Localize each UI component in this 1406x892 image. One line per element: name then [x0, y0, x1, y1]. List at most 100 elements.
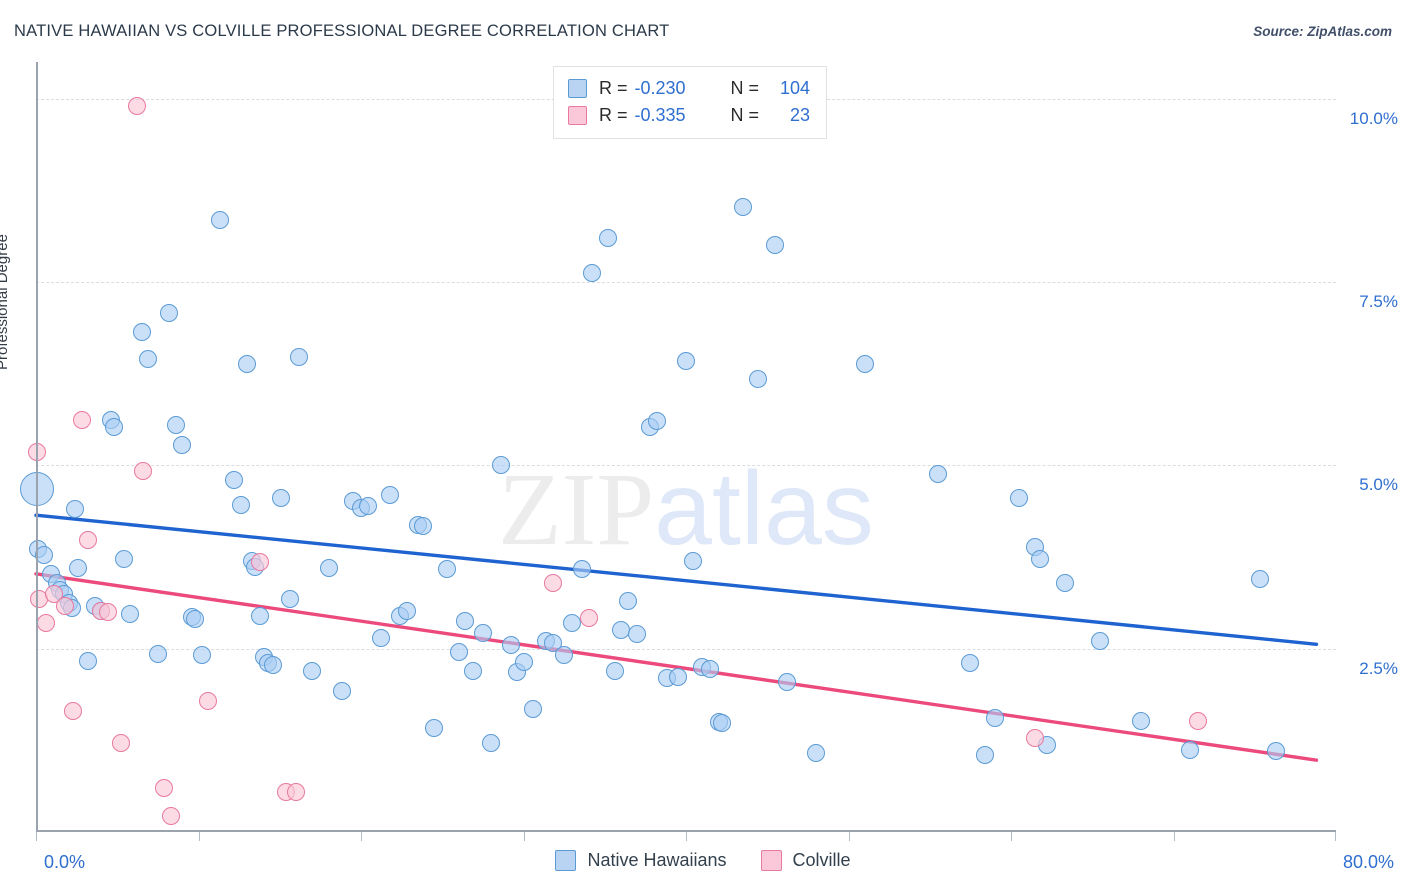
series-legend-item-native-hawaiians[interactable]: Native Hawaiians: [555, 850, 727, 871]
scatter-point: [456, 611, 474, 630]
scatter-point: [166, 416, 185, 434]
scatter-point: [1132, 711, 1150, 730]
scatter-point: [35, 545, 54, 564]
correlation-legend: R = -0.230 N = 104 R = -0.335 N = 23: [553, 66, 828, 139]
scatter-point: [438, 560, 457, 579]
scatter-point: [573, 560, 591, 579]
y-axis-line: [36, 62, 38, 832]
series-label-native-hawaiians: Native Hawaiians: [587, 850, 727, 870]
scatter-point: [225, 471, 244, 489]
scatter-point: [72, 410, 91, 429]
scatter-point: [114, 550, 133, 569]
scatter-point: [280, 589, 299, 608]
scatter-point: [272, 489, 291, 508]
plot-background: [36, 62, 1336, 832]
scatter-point: [79, 652, 97, 671]
scatter-point: [319, 559, 338, 577]
scatter-point: [683, 551, 702, 570]
scatter-point: [210, 210, 229, 229]
scatter-point: [1055, 573, 1074, 592]
scatter-point: [777, 672, 796, 691]
scatter-point: [491, 456, 510, 475]
scatter-point: [186, 610, 205, 629]
gridline: [36, 282, 1336, 283]
scatter-point: [66, 500, 84, 519]
scatter-point: [56, 597, 75, 616]
scatter-point: [413, 517, 432, 536]
legend-swatch-pink: [568, 106, 587, 125]
gridline: [36, 648, 1336, 650]
x-axis-tick: [36, 832, 38, 841]
scatter-point: [701, 660, 720, 679]
scatter-point: [251, 553, 270, 572]
scatter-point: [1026, 729, 1045, 748]
source-note: Source: ZipAtlas.com: [1253, 24, 1392, 39]
scatter-point: [668, 667, 687, 686]
scatter-point: [192, 645, 211, 664]
r-label-blue: R =: [599, 78, 628, 98]
r-value-pink: -0.335: [634, 105, 686, 125]
x-axis-tick: [523, 832, 525, 841]
scatter-point: [579, 608, 598, 627]
scatter-point: [464, 661, 483, 680]
trend-line-native-hawaiians: [34, 513, 1319, 646]
legend-swatch-blue: [568, 79, 587, 98]
scatter-point: [238, 355, 257, 374]
scatter-point: [134, 462, 153, 481]
n-value-pink: 23: [790, 105, 811, 125]
scatter-point: [397, 601, 416, 620]
trend-lines: [34, 513, 1319, 762]
series-swatch-colville: [760, 850, 782, 871]
scatter-point: [1188, 711, 1207, 730]
scatter-point: [139, 350, 158, 368]
scatter-point: [121, 605, 140, 624]
scatter-point: [1250, 570, 1269, 588]
scatter-point: [712, 714, 731, 733]
scatter-point: [111, 733, 130, 752]
scatter-point: [69, 559, 88, 577]
x-axis-min-label: 0.0%: [44, 852, 86, 872]
scatter-point: [148, 644, 167, 663]
scatter-point: [358, 496, 377, 515]
series-legend-item-colville[interactable]: Colville: [760, 850, 851, 871]
scatter-point: [599, 229, 617, 247]
x-axis-tick: [361, 832, 363, 841]
scatter-point: [449, 643, 468, 662]
scatter-point: [807, 743, 825, 762]
scatter-point: [985, 709, 1004, 728]
scatter-point: [105, 418, 123, 437]
scatter-point: [332, 682, 351, 701]
scatter-point: [160, 303, 179, 322]
y-axis-label: 10.0%: [1349, 108, 1398, 128]
series-legend: Native Hawaiians Colville: [0, 850, 1406, 871]
scatter-point: [961, 654, 980, 673]
scatter-point: [1031, 550, 1050, 569]
scatter-point: [79, 531, 97, 550]
scatter-point: [605, 661, 624, 680]
scatter-point: [98, 603, 117, 621]
n-value-blue: 104: [779, 78, 811, 98]
scatter-point: [264, 655, 283, 674]
scatter-point: [501, 636, 520, 654]
legend-row-native-hawaiians: R = -0.230 N = 104: [568, 75, 810, 102]
scatter-point: [251, 606, 270, 625]
scatter-point: [766, 236, 785, 255]
scatter-point: [647, 412, 666, 431]
scatter-point: [628, 625, 647, 643]
x-axis-tick: [686, 832, 688, 841]
scatter-point: [1010, 489, 1029, 508]
x-axis-tick: [1011, 832, 1013, 841]
y-axis-label: 5.0%: [1359, 475, 1398, 495]
scatter-point: [381, 485, 400, 504]
x-axis-tick: [848, 832, 850, 841]
scatter-point: [132, 322, 151, 341]
scatter-point: [303, 661, 322, 680]
scatter-point: [733, 198, 752, 217]
scatter-point: [127, 97, 146, 115]
scatter-point: [231, 495, 250, 514]
scatter-point: [748, 369, 767, 388]
plot-area: ZIPatlas: [19, 62, 1336, 841]
series-swatch-native-hawaiians: [555, 850, 577, 871]
scatter-point: [1180, 740, 1199, 759]
scatter-point: [371, 628, 390, 647]
